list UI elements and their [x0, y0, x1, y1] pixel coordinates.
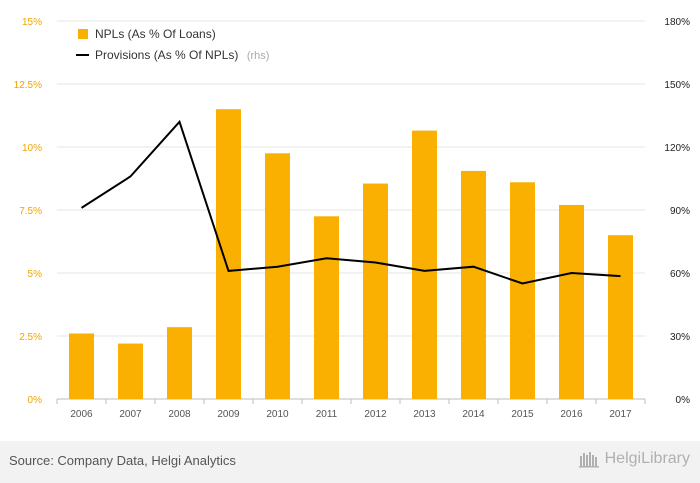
provisions-line-group — [80, 119, 621, 285]
left-tick-label: 10% — [22, 143, 42, 154]
x-tick-label: 2006 — [70, 409, 93, 420]
x-tick-label: 2013 — [413, 409, 436, 420]
chart: 0% 2.5% 5% 7.5% 10% 12.5% 15% 0% 30% 60% 90% 120% 1… — [14, 17, 690, 420]
npl-bar-2009 — [216, 109, 241, 399]
provisions-line — [80, 119, 621, 285]
legend-rhs-note: (rhs) — [247, 50, 270, 62]
right-tick-label: 0% — [676, 395, 691, 406]
x-tick-label: 2014 — [462, 409, 485, 420]
legend-label-npls: NPLs (As % Of Loans) — [95, 27, 216, 41]
right-tick-label: 90% — [670, 206, 690, 217]
right-tick-label: 180% — [664, 17, 690, 28]
legend-swatch-npls — [78, 29, 88, 39]
x-tick-label: 2015 — [511, 409, 534, 420]
npl-bars — [69, 109, 633, 399]
left-tick-label: 15% — [22, 17, 42, 28]
helgi-library-logo[interactable]: HelgiLibrary — [578, 450, 690, 468]
left-tick-label: 5% — [28, 269, 43, 280]
npl-bar-2006 — [69, 333, 94, 399]
npl-bar-2014 — [461, 170, 486, 399]
left-tick-label: 7.5% — [19, 206, 42, 217]
x-tick-label: 2010 — [266, 409, 289, 420]
right-tick-label: 120% — [664, 143, 690, 154]
right-tick-label: 150% — [664, 80, 690, 91]
x-tick-label: 2017 — [609, 409, 632, 420]
npl-bar-2008 — [167, 327, 192, 399]
helgi-library-logo-icon — [578, 452, 599, 468]
npl-bar-2015 — [510, 182, 535, 399]
x-tick-label: 2012 — [364, 409, 387, 420]
legend-label-provisions-row: Provisions (As % Of NPLs) (rhs) — [95, 46, 269, 63]
npl-bar-2011 — [314, 216, 339, 399]
right-tick-label: 60% — [670, 269, 690, 280]
x-axis-ticks: 2006 2007 2008 2009 2010 2011 2012 2013 2014 2015… — [56, 399, 646, 420]
left-tick-label: 2.5% — [19, 332, 42, 343]
grid-lines — [57, 20, 645, 400]
source-note: Source: Company Data, Helgi Analytics — [9, 453, 236, 468]
left-tick-label: 0% — [28, 395, 43, 406]
right-axis-ticks: 0% 30% 60% 90% 120% 150% 180% — [664, 17, 690, 406]
npl-bar-2007 — [118, 343, 143, 399]
npl-bar-2017 — [608, 235, 633, 399]
logo-text: HelgiLibrary — [604, 450, 690, 467]
legend: NPLs (As % Of Loans) Provisions (As % Of… — [76, 27, 269, 63]
x-tick-label: 2007 — [119, 409, 142, 420]
npl-bar-2012 — [363, 183, 388, 399]
x-tick-label: 2008 — [168, 409, 191, 420]
left-axis-ticks: 0% 2.5% 5% 7.5% 10% 12.5% 15% — [14, 17, 42, 406]
x-tick-label: 2016 — [560, 409, 583, 420]
right-tick-label: 30% — [670, 332, 690, 343]
legend-label-provisions: Provisions (As % Of NPLs) — [95, 48, 238, 62]
x-tick-label: 2011 — [316, 409, 338, 420]
npl-bar-2016 — [559, 204, 584, 399]
footer: Source: Company Data, Helgi Analytics He… — [0, 441, 700, 483]
left-tick-label: 12.5% — [14, 80, 42, 91]
x-tick-label: 2009 — [217, 409, 240, 420]
npl-bar-2013 — [412, 130, 437, 399]
npl-bar-2010 — [265, 153, 290, 399]
